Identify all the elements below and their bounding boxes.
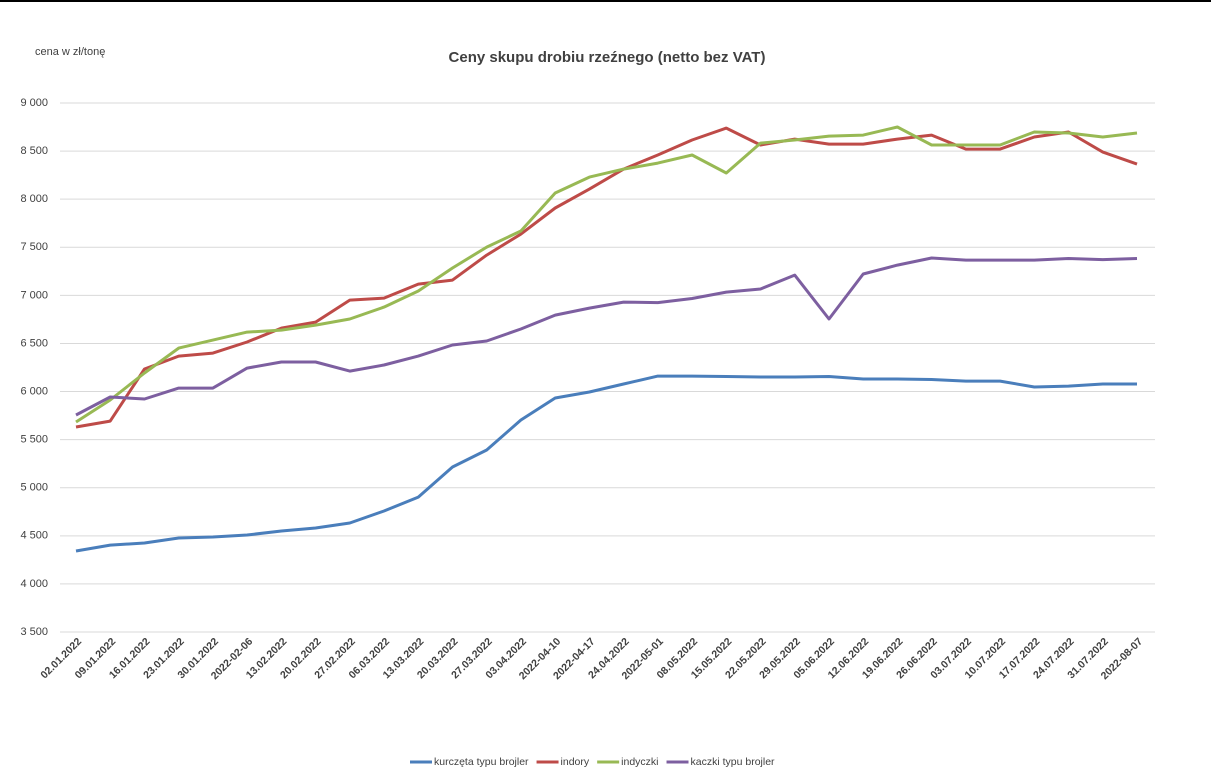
y-tick-label: 8 500 bbox=[20, 145, 48, 157]
series-line bbox=[75, 126, 1138, 429]
series-line bbox=[75, 125, 1138, 424]
y-tick-label: 4 500 bbox=[20, 530, 48, 542]
legend-label: indory bbox=[561, 756, 590, 768]
legend-label: kurczęta typu brojler bbox=[434, 756, 529, 768]
legend-label: kaczki typu brojler bbox=[691, 756, 776, 768]
y-tick-label: 6 000 bbox=[20, 385, 48, 397]
series-line bbox=[75, 374, 1137, 553]
y-tick-label: 5 500 bbox=[20, 434, 48, 446]
y-tick-label: 6 500 bbox=[20, 337, 48, 349]
legend-label: indyczki bbox=[621, 756, 658, 768]
y-tick-label: 8 000 bbox=[20, 193, 48, 205]
y-tick-label: 7 500 bbox=[20, 241, 48, 253]
y-axis-label: cena w zł/tonę bbox=[35, 46, 105, 58]
y-tick-label: 5 000 bbox=[20, 482, 48, 494]
chart-title: Ceny skupu drobiu rzeźnego (netto bez VA… bbox=[449, 49, 766, 66]
y-tick-label: 7 000 bbox=[20, 289, 48, 301]
series-line bbox=[75, 256, 1138, 417]
y-tick-label: 9 000 bbox=[20, 97, 48, 109]
y-tick-label: 4 000 bbox=[20, 578, 48, 590]
y-tick-label: 3 500 bbox=[20, 626, 48, 638]
